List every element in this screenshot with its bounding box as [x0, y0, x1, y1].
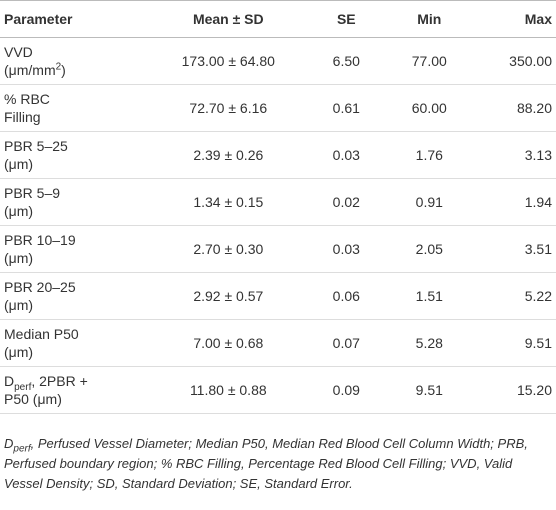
cell-line: Filling [4, 108, 145, 126]
cell-line: PBR 5–9 [4, 184, 145, 202]
value-cell: 7.00 ± 0.68 [149, 319, 308, 367]
value-cell: 9.51 [385, 366, 474, 414]
parameter-cell: % RBC Filling [0, 84, 150, 132]
table-row: PBR 20–25 (μm) 2.92 ± 0.57 0.06 1.51 5.22 [0, 272, 556, 320]
table-row: Median P50 (μm) 7.00 ± 0.68 0.07 5.28 9.51 [0, 319, 556, 367]
value-cell: 173.00 ± 64.80 [149, 37, 308, 85]
table-row: PBR 10–19 (μm) 2.70 ± 0.30 0.03 2.05 3.51 [0, 225, 556, 273]
text-run: PBR 5–25 [4, 138, 68, 154]
value-cell: 1.51 [385, 272, 474, 320]
text-run: PBR 10–19 [4, 232, 76, 248]
value-cell: 0.02 [307, 178, 386, 226]
value-cell: 77.00 [385, 37, 474, 85]
value-cell: 1.94 [473, 178, 556, 226]
parameter-cell: VVD (μm/mm2) [0, 37, 150, 85]
value-cell: 3.51 [473, 225, 556, 273]
value-cell: 60.00 [385, 84, 474, 132]
cell-line: (μm) [4, 296, 145, 314]
text-run: D [4, 373, 15, 389]
value-cell: 88.20 [473, 84, 556, 132]
table-row: VVD (μm/mm2) 173.00 ± 64.80 6.50 77.00 350.00 [0, 37, 556, 85]
text-run: % RBC [4, 91, 50, 107]
value-cell: 2.92 ± 0.57 [149, 272, 308, 320]
header-cell: Mean ± SD [149, 0, 308, 38]
table-row: PBR 5–25 (μm) 2.39 ± 0.26 0.03 1.76 3.13 [0, 131, 556, 179]
cell-line: Dperf, 2PBR + [4, 372, 145, 393]
value-cell: 15.20 [473, 366, 556, 414]
subscript: perf [14, 381, 32, 393]
cell-line: Median P50 [4, 325, 145, 343]
cell-line: PBR 5–25 [4, 137, 145, 155]
cell-line: P50 (μm) [4, 390, 145, 408]
value-cell: 5.28 [385, 319, 474, 367]
value-cell: 350.00 [473, 37, 556, 85]
table-row: Dperf, 2PBR + P50 (μm) 11.80 ± 0.88 0.09 9.5… [0, 366, 556, 414]
value-cell: 2.39 ± 0.26 [149, 131, 308, 179]
parameter-cell: PBR 20–25 (μm) [0, 272, 150, 320]
footnote: Dperf, Perfused Vessel Diameter; Median … [4, 434, 552, 494]
text-run: ) [61, 62, 66, 78]
text-run: Median P50 [4, 326, 79, 342]
superscript: 2 [55, 61, 62, 73]
value-cell: 5.22 [473, 272, 556, 320]
text-run: D [4, 436, 14, 451]
cell-line: (μm/mm2) [4, 61, 145, 79]
value-cell: 1.34 ± 0.15 [149, 178, 308, 226]
value-cell: 1.76 [385, 131, 474, 179]
table-row: PBR 5–9 (μm) 1.34 ± 0.15 0.02 0.91 1.94 [0, 178, 556, 226]
text-run: P50 (μm) [4, 391, 62, 407]
value-cell: 0.91 [385, 178, 474, 226]
text-run: (μm) [4, 250, 34, 266]
text-run: (μm) [4, 297, 34, 313]
cell-line: (μm) [4, 249, 145, 267]
header-row: Parameter Mean ± SD SE Min Max [0, 0, 556, 38]
subscript: perf [13, 443, 31, 455]
text-run: (μm) [4, 156, 34, 172]
cell-line: PBR 10–19 [4, 231, 145, 249]
cell-line: (μm) [4, 202, 145, 220]
header-cell: Parameter [0, 0, 150, 38]
text-run: PBR 20–25 [4, 279, 76, 295]
table-row: % RBC Filling 72.70 ± 6.16 0.61 60.00 88.20 [0, 84, 556, 132]
value-cell: 0.07 [307, 319, 386, 367]
value-cell: 2.70 ± 0.30 [149, 225, 308, 273]
cell-line: VVD [4, 43, 145, 61]
text-run: (μm/mm [4, 62, 56, 78]
parameter-cell: Dperf, 2PBR + P50 (μm) [0, 366, 150, 414]
value-cell: 0.06 [307, 272, 386, 320]
value-cell: 3.13 [473, 131, 556, 179]
value-cell: 6.50 [307, 37, 386, 85]
parameter-cell: Median P50 (μm) [0, 319, 150, 367]
value-cell: 2.05 [385, 225, 474, 273]
parameter-cell: PBR 5–25 (μm) [0, 131, 150, 179]
value-cell: 0.61 [307, 84, 386, 132]
cell-line: PBR 20–25 [4, 278, 145, 296]
cell-line: (μm) [4, 343, 145, 361]
value-cell: 0.09 [307, 366, 386, 414]
text-run: (μm) [4, 344, 34, 360]
value-cell: 72.70 ± 6.16 [149, 84, 308, 132]
text-run: Filling [4, 109, 41, 125]
data-table: Parameter Mean ± SD SE Min Max VVD (μm/mm2) 17… [0, 0, 556, 414]
cell-line: % RBC [4, 90, 145, 108]
value-cell: 11.80 ± 0.88 [149, 366, 308, 414]
header-cell: SE [307, 0, 386, 38]
value-cell: 0.03 [307, 225, 386, 273]
text-run: (μm) [4, 203, 34, 219]
text-run: , Perfused Vessel Diameter; Median P50, … [4, 436, 528, 491]
text-run: VVD [4, 44, 33, 60]
text-run: , 2PBR + [31, 373, 88, 389]
header-cell: Max [473, 0, 556, 38]
value-cell: 0.03 [307, 131, 386, 179]
text-run: PBR 5–9 [4, 185, 61, 201]
value-cell: 9.51 [473, 319, 556, 367]
cell-line: (μm) [4, 155, 145, 173]
header-cell: Min [385, 0, 474, 38]
parameter-cell: PBR 10–19 (μm) [0, 225, 150, 273]
parameter-cell: PBR 5–9 (μm) [0, 178, 150, 226]
